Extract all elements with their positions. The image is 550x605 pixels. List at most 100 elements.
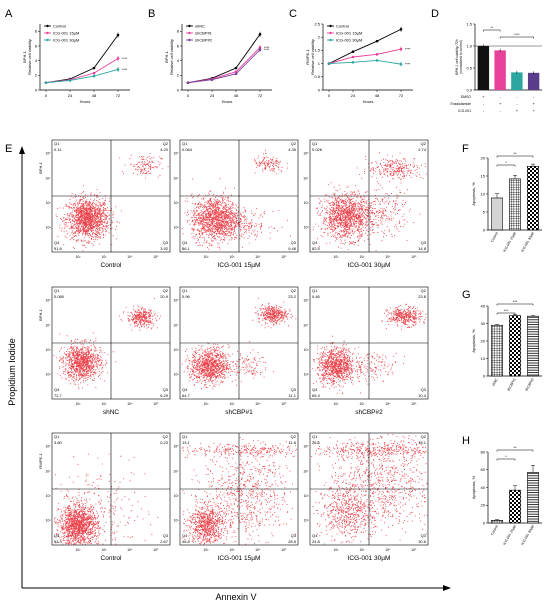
error-bar bbox=[531, 315, 535, 317]
quadrant-name: Q4 bbox=[312, 533, 318, 538]
y-tick-label: 0 bbox=[177, 87, 180, 92]
y-tick-label: 10⁵ bbox=[173, 299, 179, 303]
x-tick-label: 24 bbox=[210, 93, 215, 98]
x-tick-label: 10² bbox=[204, 548, 210, 552]
flow-events bbox=[181, 437, 297, 545]
bar bbox=[494, 50, 506, 90]
series-point bbox=[351, 55, 355, 59]
quadrant-name: Q4 bbox=[182, 533, 188, 538]
quadrant-value-q4: 86.1 bbox=[182, 246, 191, 251]
series-line bbox=[328, 28, 402, 65]
quadrant-name: Q4 bbox=[54, 387, 60, 392]
significance-bracket bbox=[496, 155, 534, 158]
error-bar bbox=[531, 465, 535, 473]
significance-bracket bbox=[496, 164, 516, 167]
quadrant-value-q4: 65.3 bbox=[312, 393, 321, 398]
y-tick-label: 2 bbox=[35, 73, 38, 78]
series-line bbox=[328, 59, 402, 65]
x-tick-label: 10² bbox=[204, 402, 210, 406]
legend-label: ICG-001 15µM bbox=[336, 30, 362, 35]
flow-row-label: BPH-1 bbox=[38, 161, 43, 174]
x-category-label: Control bbox=[490, 231, 499, 243]
quadrant-name: Q3 bbox=[163, 387, 169, 392]
quadrant-name: Q3 bbox=[421, 387, 427, 392]
y-tick-label: 10² bbox=[304, 226, 310, 230]
quadrant-value-q3: 3.92 bbox=[160, 246, 169, 251]
y-tick-label: 2 bbox=[177, 73, 180, 78]
quadrant-name: Q3 bbox=[163, 240, 169, 245]
y-tick-label: 0.5 bbox=[314, 74, 320, 79]
condition-sign: + bbox=[532, 101, 535, 106]
panel-label-g: G bbox=[462, 289, 471, 301]
y-tick-label: 1.0 bbox=[466, 43, 472, 48]
x-axis-label: Hours bbox=[363, 99, 374, 104]
y-tick-label: 10 bbox=[481, 191, 486, 196]
x-tick-label: 10² bbox=[76, 548, 82, 552]
significance-bracket bbox=[496, 449, 534, 452]
quadrant-name: Q1 bbox=[312, 141, 318, 146]
y-tick-label: 10² bbox=[46, 519, 52, 523]
flow-events bbox=[181, 149, 291, 250]
quadrant-value-q3: 9.48 bbox=[288, 246, 297, 251]
x-tick-label: 10⁴ bbox=[255, 548, 261, 552]
quadrant-name: Q2 bbox=[163, 288, 169, 293]
y-tick-label: 20 bbox=[481, 503, 486, 508]
x-tick-label: 10⁵ bbox=[153, 548, 159, 552]
x-category-label: ICG-001 15µM bbox=[502, 524, 517, 545]
x-tick-label: 0 bbox=[187, 93, 190, 98]
series-point bbox=[92, 74, 96, 78]
y-tick-label: 6 bbox=[177, 43, 180, 48]
flow-plot-caption: ICG-001 15µM bbox=[218, 262, 261, 269]
x-tick-label: 10³ bbox=[229, 255, 235, 259]
y-tick-label: 10 bbox=[481, 356, 486, 361]
series-point bbox=[210, 78, 214, 82]
significance-label: * bbox=[505, 160, 507, 165]
flow-plot-caption: shCBP#1 bbox=[225, 409, 253, 416]
quadrant-name: Q1 bbox=[54, 434, 60, 439]
bar bbox=[491, 520, 503, 524]
y-tick-label: 10⁵ bbox=[303, 299, 309, 303]
flow-plot-caption: Control bbox=[101, 555, 123, 562]
condition-row-label: ICG-001 bbox=[458, 109, 471, 113]
legend-label: shNC bbox=[195, 23, 205, 28]
y-tick-label: 20 bbox=[481, 338, 486, 343]
series-point bbox=[351, 60, 355, 64]
condition-sign: - bbox=[533, 94, 535, 99]
quadrant-value-q1: 13.1 bbox=[182, 440, 191, 445]
x-tick-label: 10³ bbox=[359, 402, 365, 406]
y-tick-label: 0 bbox=[318, 87, 321, 92]
y-tick-label: 10² bbox=[46, 373, 52, 377]
significance-label: **** bbox=[122, 57, 128, 61]
y-tick-label: 15 bbox=[481, 173, 486, 178]
quadrant-value-q2: 4.20 bbox=[160, 147, 169, 152]
flow-plot-caption: ICG-001 15µM bbox=[218, 555, 261, 562]
series-point bbox=[375, 59, 379, 62]
y-axis-label: RWPE-1 bbox=[305, 48, 310, 64]
x-tick-label: 72 bbox=[399, 93, 404, 98]
y-tick-label: 10⁴ bbox=[173, 323, 179, 327]
x-tick-label: 10³ bbox=[101, 548, 107, 552]
x-tick-label: 10⁴ bbox=[127, 255, 133, 259]
bar bbox=[477, 46, 490, 90]
quadrant-value-q4: 24.8 bbox=[312, 539, 321, 544]
x-tick-label: 10³ bbox=[359, 255, 365, 259]
x-tick-label: 10² bbox=[334, 548, 340, 552]
y-axis-label: Relative cell viability bbox=[310, 39, 315, 75]
quadrant-value-q1: 0.11 bbox=[54, 147, 62, 152]
legend-label: shCBP#2 bbox=[195, 37, 213, 42]
y-tick-label: 10⁵ bbox=[303, 152, 309, 156]
x-tick-label: 10⁴ bbox=[255, 402, 261, 406]
series-point bbox=[351, 50, 355, 54]
y-tick-label: 1.5 bbox=[314, 48, 320, 53]
quadrant-name: Q2 bbox=[291, 141, 297, 146]
y-tick-label: 30 bbox=[481, 321, 486, 326]
x-tick-label: 72 bbox=[258, 93, 263, 98]
quadrant-value-q2: 4.35 bbox=[288, 147, 297, 152]
y-tick-label: 4 bbox=[35, 58, 38, 63]
flow-events bbox=[53, 298, 161, 390]
y-tick-label: 40 bbox=[481, 303, 486, 308]
quadrant-name: Q3 bbox=[421, 240, 427, 245]
bar bbox=[527, 315, 539, 377]
significance-label: **** bbox=[405, 63, 411, 67]
